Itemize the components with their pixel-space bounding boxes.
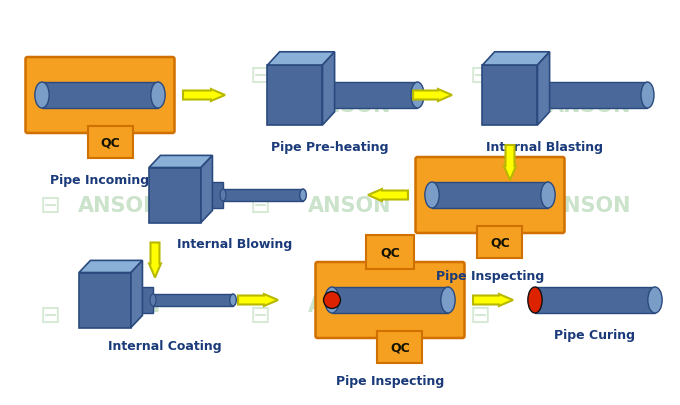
FancyArrow shape <box>368 190 408 202</box>
Text: ⊟: ⊟ <box>469 64 490 88</box>
Text: ANSON: ANSON <box>548 295 632 315</box>
Ellipse shape <box>230 294 237 306</box>
Bar <box>153 294 233 306</box>
Ellipse shape <box>541 183 555 209</box>
FancyBboxPatch shape <box>88 127 133 159</box>
Text: ⊟: ⊟ <box>39 64 61 88</box>
FancyBboxPatch shape <box>366 235 414 269</box>
Bar <box>223 190 303 202</box>
FancyArrow shape <box>473 294 513 306</box>
Text: ANSON: ANSON <box>548 96 632 116</box>
Polygon shape <box>149 156 212 168</box>
Ellipse shape <box>648 287 662 313</box>
Text: QC: QC <box>380 246 400 259</box>
FancyBboxPatch shape <box>377 331 422 363</box>
Text: ANSON: ANSON <box>308 295 392 315</box>
Text: Pipe Inspecting: Pipe Inspecting <box>436 269 544 282</box>
Ellipse shape <box>317 83 328 109</box>
Ellipse shape <box>151 83 165 109</box>
FancyArrow shape <box>413 90 452 102</box>
Ellipse shape <box>641 83 654 109</box>
Bar <box>42 83 158 109</box>
Text: ⊟: ⊟ <box>469 303 490 327</box>
FancyBboxPatch shape <box>415 158 564 233</box>
Polygon shape <box>322 53 335 126</box>
Polygon shape <box>483 53 549 66</box>
Bar <box>537 83 647 109</box>
Polygon shape <box>131 261 142 328</box>
Bar <box>131 287 153 313</box>
Text: ANSON: ANSON <box>78 196 162 215</box>
Text: Pipe Incoming: Pipe Incoming <box>50 174 150 187</box>
Bar <box>535 287 655 313</box>
Ellipse shape <box>528 287 542 313</box>
Ellipse shape <box>220 190 226 202</box>
Text: ⊟: ⊟ <box>39 194 61 217</box>
Bar <box>149 168 201 223</box>
Text: Pipe Curing: Pipe Curing <box>554 328 636 341</box>
Bar <box>432 183 548 209</box>
Polygon shape <box>267 53 335 66</box>
Ellipse shape <box>35 83 49 109</box>
Ellipse shape <box>325 287 339 313</box>
Text: ⊟: ⊟ <box>39 303 61 327</box>
Ellipse shape <box>425 183 439 209</box>
Text: Internal Blasting: Internal Blasting <box>486 141 603 153</box>
Ellipse shape <box>441 287 455 313</box>
Text: Internal Coating: Internal Coating <box>108 340 222 353</box>
FancyBboxPatch shape <box>26 58 175 134</box>
Polygon shape <box>537 53 549 126</box>
FancyBboxPatch shape <box>316 262 464 338</box>
Ellipse shape <box>411 83 424 109</box>
Text: ⊟: ⊟ <box>250 64 271 88</box>
Polygon shape <box>79 261 142 273</box>
Text: Pipe Inspecting: Pipe Inspecting <box>336 374 444 387</box>
FancyArrow shape <box>504 146 516 181</box>
Text: ANSON: ANSON <box>78 295 162 315</box>
Text: QC: QC <box>390 341 410 354</box>
Bar <box>483 66 537 126</box>
Bar <box>79 273 131 328</box>
Text: QC: QC <box>100 136 120 149</box>
FancyArrow shape <box>149 243 161 278</box>
FancyArrow shape <box>238 294 278 306</box>
Ellipse shape <box>532 83 543 109</box>
Text: QC: QC <box>490 236 510 249</box>
Circle shape <box>324 292 341 309</box>
Text: ANSON: ANSON <box>78 96 162 116</box>
Text: Internal Blowing: Internal Blowing <box>177 238 292 251</box>
FancyBboxPatch shape <box>477 226 522 258</box>
Text: ⊟: ⊟ <box>250 303 271 327</box>
Bar <box>322 83 418 109</box>
Text: ⊟: ⊟ <box>469 194 490 217</box>
Text: Pipe Pre-heating: Pipe Pre-heating <box>271 141 389 153</box>
Bar <box>332 287 448 313</box>
FancyArrow shape <box>183 90 225 102</box>
Bar <box>201 183 223 209</box>
Ellipse shape <box>150 294 156 306</box>
Text: ANSON: ANSON <box>548 196 632 215</box>
Ellipse shape <box>300 190 306 202</box>
Text: ⊟: ⊟ <box>250 194 271 217</box>
Polygon shape <box>201 156 212 223</box>
Bar <box>267 66 322 126</box>
Text: ANSON: ANSON <box>308 196 392 215</box>
Text: ANSON: ANSON <box>308 96 392 116</box>
